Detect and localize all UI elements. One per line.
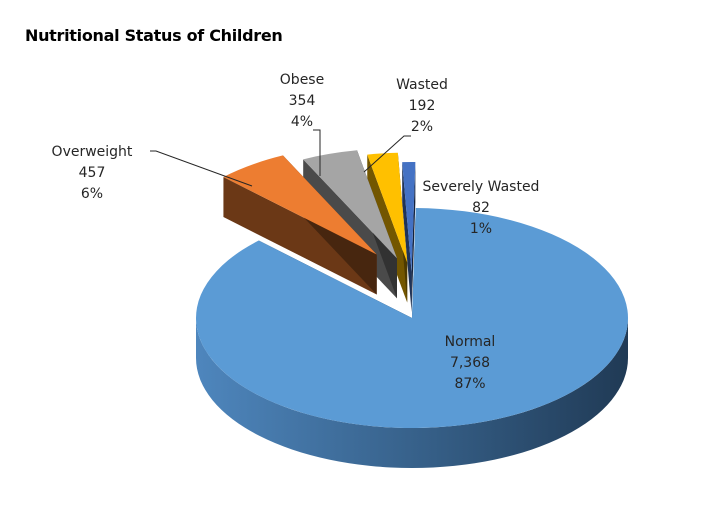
data-label-overweight: Overweight 457 6% — [52, 144, 133, 202]
slice-top-face — [367, 152, 408, 263]
label-name: Normal — [445, 334, 496, 350]
slice-top-face — [223, 155, 377, 255]
label-name: Obese — [280, 72, 324, 88]
pie-slice-overweight — [223, 155, 377, 295]
data-label-obese: Obese 354 4% — [280, 72, 324, 130]
label-value-label: 7,368 — [450, 355, 490, 371]
pie-slice-normal — [196, 208, 628, 468]
slice-side-wall — [367, 154, 408, 303]
label-value-label: 82 — [472, 200, 490, 216]
slice-side-wall — [402, 162, 412, 313]
leader-line-wasted — [363, 135, 411, 173]
label-percent-label: 87% — [454, 376, 485, 392]
chart-title: Nutritional Status of Children — [25, 26, 283, 45]
leader-line-overweight — [150, 150, 253, 187]
label-name: Severely Wasted — [423, 179, 540, 195]
slice-top-face — [402, 162, 416, 273]
label-value-label: 192 — [409, 98, 436, 114]
data-label-normal: Normal 7,368 87% — [445, 334, 496, 392]
label-value-label: 354 — [289, 93, 316, 109]
label-percent-label: 6% — [81, 186, 103, 202]
slice-side-wall — [223, 176, 377, 295]
leader-line-obese — [313, 129, 321, 176]
label-percent-label: 4% — [291, 114, 313, 130]
slice-side-wall — [411, 162, 416, 313]
slice-top-face — [196, 208, 628, 428]
pie-slice-wasted — [367, 152, 408, 303]
label-percent-label: 1% — [470, 221, 492, 237]
data-label-wasted: Wasted 192 2% — [396, 77, 448, 135]
slice-outer-wall — [196, 318, 628, 468]
label-name: Overweight — [52, 144, 133, 160]
label-percent-label: 2% — [411, 119, 433, 135]
data-label-severely-wasted: Severely Wasted 82 1% — [423, 179, 540, 237]
slice-top-face — [303, 150, 398, 259]
label-name: Wasted — [396, 77, 448, 93]
pie-slice-severely-wasted — [402, 162, 416, 313]
label-value-label: 457 — [79, 165, 106, 181]
